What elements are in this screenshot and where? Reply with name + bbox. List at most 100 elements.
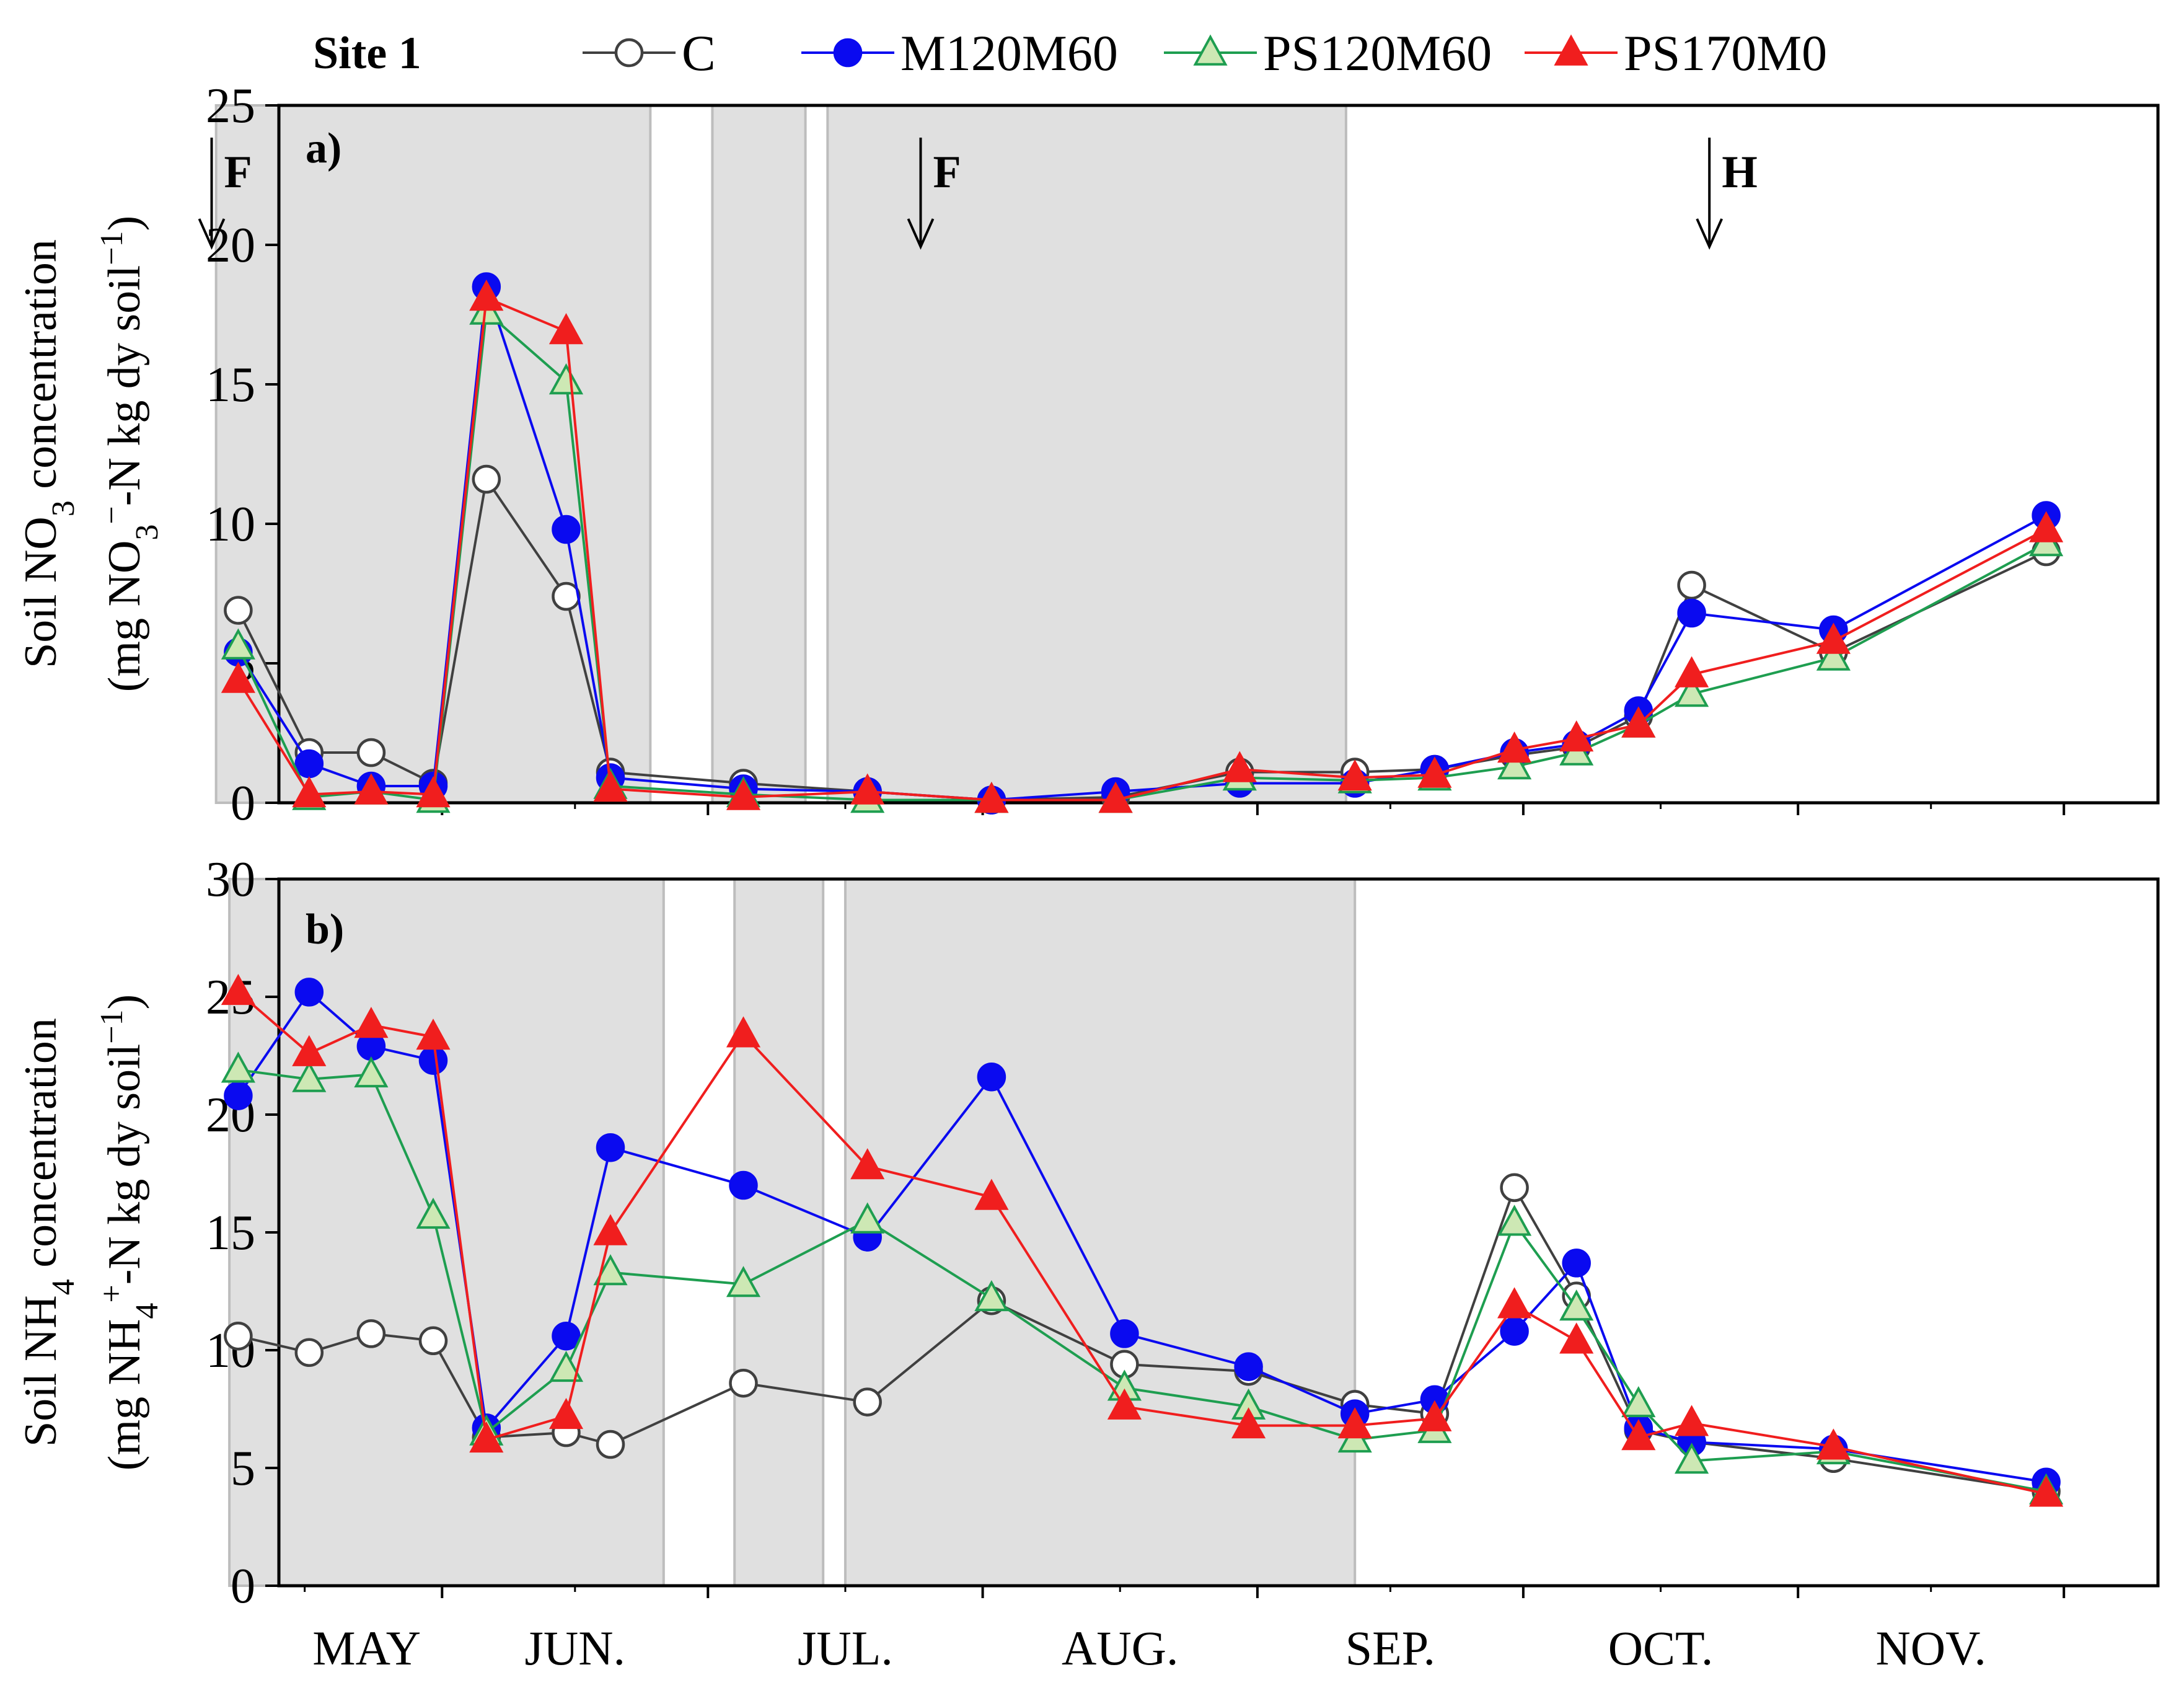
event-marker-f: F	[198, 138, 252, 250]
data-point-ps170m0	[1417, 1400, 1452, 1431]
data-point-ps170m0	[850, 1148, 885, 1180]
y-tick-label: 0	[231, 776, 255, 831]
y-tick-label: 20	[206, 218, 255, 273]
data-point-ps120m60	[850, 1202, 885, 1234]
data-point-c	[356, 738, 386, 767]
data-point-ps120m60	[1193, 34, 1228, 66]
data-point-ps170m0	[1497, 1287, 1532, 1319]
data-point-ps170m0	[2029, 1475, 2064, 1507]
data-point-ps120m60	[1675, 676, 1709, 707]
x-axis-month-labels: MAY JUN. JUL. AUG. SEP. OCT. NOV.	[312, 1621, 1986, 1675]
data-point-ps170m0	[1554, 34, 1588, 66]
data-point-ps120m60	[548, 363, 584, 395]
event-arrow-head	[1696, 218, 1724, 250]
data-point-m120m60	[1110, 1319, 1139, 1348]
data-point-ps170m0	[1417, 756, 1452, 788]
data-point-ps120m60	[1497, 1204, 1532, 1236]
data-point-ps170m0	[469, 280, 504, 311]
data-point-m120m60	[418, 1046, 448, 1075]
data-point-c	[224, 596, 253, 625]
shaded-period	[843, 878, 1357, 1587]
data-point-c	[614, 38, 644, 68]
data-point-ps170m0	[593, 771, 628, 802]
data-point-ps170m0	[1222, 751, 1257, 782]
data-point-c	[356, 1319, 386, 1348]
series-line-ps120m60	[238, 1068, 2046, 1493]
y-tick-label: 15	[206, 1206, 255, 1260]
data-point-ps170m0	[726, 1016, 761, 1048]
data-point-ps170m0	[548, 313, 584, 345]
series-line-m120m60	[237, 990, 2046, 1483]
data-point-ps120m60	[292, 1061, 327, 1092]
shaded-period	[228, 878, 665, 1587]
data-point-ps120m60	[593, 1254, 628, 1286]
data-point-m120m60	[294, 978, 324, 1007]
shaded-period	[711, 104, 807, 804]
data-point-ps120m60	[726, 1266, 761, 1297]
y-tick-label: 15	[206, 358, 255, 412]
data-point-m120m60	[1562, 1249, 1591, 1278]
data-point-ps170m0	[974, 1178, 1009, 1210]
data-point-m120m60	[294, 749, 324, 779]
event-marker-h: H	[1696, 138, 1758, 250]
data-point-m120m60	[977, 1062, 1006, 1092]
event-label: F	[933, 147, 961, 198]
data-point-ps170m0	[850, 773, 885, 805]
panel-a-ylabel-line2: (mg NO3−-N kg dy soil−1)	[94, 216, 165, 692]
data-point-ps170m0	[469, 1421, 504, 1453]
legend-label: C	[682, 25, 716, 81]
legend-label: PS120M60	[1263, 25, 1492, 81]
data-point-ps120m60	[354, 1056, 389, 1088]
data-point-ps170m0	[974, 782, 1009, 813]
month-label-sep: SEP.	[1345, 1621, 1435, 1675]
data-point-ps120m60	[221, 1051, 255, 1083]
legend-item-ps170m0: PS170M0	[1525, 25, 1827, 81]
data-point-ps170m0	[416, 1019, 451, 1050]
month-label-oct: OCT.	[1608, 1621, 1714, 1675]
panel-b-label: b)	[306, 906, 344, 953]
data-point-ps170m0	[1337, 759, 1372, 791]
data-point-ps170m0	[1621, 1419, 1656, 1451]
legend-item-ps120m60: PS120M60	[1164, 25, 1492, 81]
series-line-ps170m0	[237, 991, 2047, 1495]
shaded-period	[826, 104, 1347, 804]
y-tick-label: 0	[231, 1559, 255, 1614]
data-point-ps170m0	[1816, 1428, 1851, 1460]
series-ps170m0	[221, 973, 2064, 1507]
data-point-ps170m0	[1559, 1322, 1594, 1354]
data-point-ps170m0	[593, 1214, 628, 1245]
data-point-c	[418, 1326, 448, 1356]
data-point-ps170m0	[2029, 511, 2064, 542]
data-point-ps170m0	[292, 1035, 327, 1066]
data-point-c	[1500, 1173, 1529, 1203]
data-point-c	[729, 1368, 758, 1398]
event-arrow-head	[907, 218, 935, 250]
data-point-ps170m0	[1098, 782, 1133, 813]
data-point-m120m60	[552, 515, 581, 544]
data-point-m120m60	[1677, 598, 1706, 628]
data-point-ps120m60	[221, 628, 255, 660]
data-point-m120m60	[1234, 1352, 1263, 1381]
legend-label: M120M60	[900, 25, 1118, 81]
panel-a-nitrate: 0510152025 FFH a) Soil NO3 concentration…	[15, 79, 2160, 831]
data-point-m120m60	[1500, 1317, 1529, 1346]
y-tick-label: 25	[206, 79, 255, 133]
data-point-c	[596, 1430, 625, 1459]
month-label-jul: JUL.	[798, 1621, 893, 1675]
data-point-m120m60	[552, 1321, 581, 1351]
data-point-c	[294, 1338, 324, 1368]
data-point-ps170m0	[1497, 731, 1532, 763]
data-point-ps170m0	[1231, 1407, 1266, 1439]
month-label-may: MAY	[312, 1621, 421, 1675]
event-arrow-head	[198, 218, 226, 250]
data-point-c	[472, 464, 501, 494]
event-label: F	[224, 147, 252, 198]
data-point-ps170m0	[1337, 1407, 1372, 1439]
site-label: Site 1	[313, 28, 421, 79]
data-point-ps120m60	[1816, 639, 1851, 671]
panel-b-ylabel-line1: Soil NH4 concentration	[15, 1018, 81, 1447]
legend-item-m120m60: M120M60	[801, 25, 1118, 81]
data-point-ps170m0	[1559, 720, 1594, 752]
data-point-ps170m0	[1675, 1405, 1709, 1436]
panel-a-label: a)	[306, 125, 341, 172]
